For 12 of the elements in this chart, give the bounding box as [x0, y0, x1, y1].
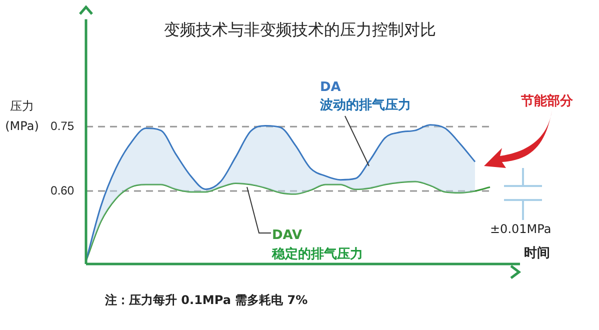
x-axis-title: 时间 [524, 245, 550, 262]
text: 节能部分 [521, 92, 573, 110]
y-tick-label: 0.75 [50, 118, 74, 133]
annotation: ±0.01MPa [490, 222, 552, 236]
chart-title: 变频技术与非变频技术的压力控制对比 [163, 20, 437, 41]
annotation: 稳定的排气压力 [272, 246, 363, 263]
text: DAV [272, 228, 302, 243]
text: 注：压力每升 0.1MPa 需多耗电 7% [105, 292, 308, 309]
y-axis-title: 压力 (MPa) [4, 98, 40, 135]
y-tick-label: 0.60 [50, 183, 74, 198]
text: DA [320, 80, 341, 95]
annotation: 波动的排气压力 [320, 97, 411, 114]
